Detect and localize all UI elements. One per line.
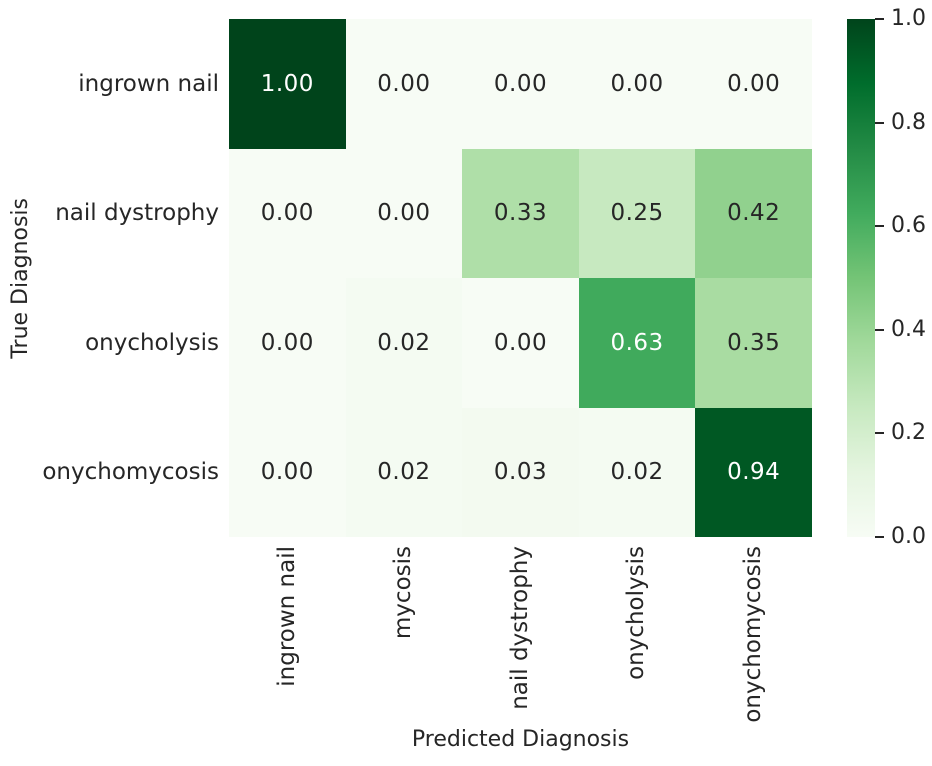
colorbar-tick-mark	[875, 18, 884, 20]
cell-value: 0.33	[493, 200, 548, 227]
colorbar-tick-mark	[875, 536, 884, 538]
x-tick-cell: nail dystrophy	[462, 546, 579, 724]
colorbar-tick-label: 0.0	[891, 524, 926, 549]
cell-value: 0.00	[377, 200, 431, 227]
cell-value: 0.00	[727, 70, 781, 97]
y-tick-label: nail dystrophy	[55, 200, 219, 227]
heatmap-cell: 0.00	[345, 148, 463, 278]
heatmap-cell: 0.00	[695, 19, 812, 149]
x-tick-cell: mycosis	[346, 546, 463, 724]
heatmap-cell: 0.00	[462, 278, 579, 408]
cell-value: 0.00	[493, 70, 548, 97]
heatmap-cell: 0.35	[695, 278, 812, 408]
heatmap-cell: 0.33	[462, 148, 579, 278]
heatmap-cell: 0.03	[462, 407, 579, 537]
heatmap-cell: 0.63	[578, 278, 696, 408]
x-tick-label: onycholysis	[623, 546, 650, 680]
cell-value: 0.02	[377, 329, 431, 356]
heatmap-cell: 1.00	[229, 19, 346, 149]
colorbar-tick-mark	[875, 432, 884, 435]
heatmap-cell: 0.00	[229, 278, 346, 408]
x-tick-cell: ingrown nail	[229, 546, 346, 724]
x-tick-cell: onycholysis	[579, 546, 696, 724]
x-tick-label: ingrown nail	[273, 546, 300, 687]
cell-value: 0.00	[610, 70, 664, 97]
heatmap-cell: 0.00	[578, 19, 696, 149]
colorbar-tick-label: 1.0	[891, 6, 926, 31]
heatmap-cell: 0.00	[229, 148, 346, 278]
colorbar-tick-label: 0.8	[891, 109, 926, 135]
cell-value: 0.35	[727, 329, 781, 356]
colorbar-tick-label: 0.2	[891, 420, 926, 446]
colorbar-tick-label: 0.4	[891, 316, 926, 342]
heatmap-cell: 0.42	[695, 148, 812, 278]
x-axis-title: Predicted Diagnosis	[411, 727, 630, 752]
cell-value: 0.03	[493, 459, 548, 486]
cell-value: 0.00	[493, 329, 548, 356]
heatmap-cell: 0.94	[695, 407, 812, 537]
heatmap-cell: 0.02	[345, 278, 463, 408]
heatmap-cell: 0.00	[229, 407, 346, 537]
cell-value: 0.94	[727, 459, 781, 486]
x-tick-cell: onychomycosis	[695, 546, 812, 724]
x-tick-label: nail dystrophy	[506, 546, 533, 710]
cell-value: 1.00	[260, 70, 314, 97]
y-axis-tick-labels: ingrown nail nail dystrophy onycholysis ony…	[0, 19, 219, 537]
cell-value: 0.00	[260, 459, 314, 486]
heatmap-cell: 0.00	[462, 19, 579, 149]
colorbar-tick-label: 0.6	[891, 213, 926, 239]
colorbar	[847, 19, 875, 537]
heatmap-cell: 0.25	[578, 148, 696, 278]
cell-value: 0.02	[377, 459, 431, 486]
cell-value: 0.25	[610, 200, 664, 227]
y-tick-label: ingrown nail	[78, 70, 219, 97]
heatmap-cell: 0.00	[345, 19, 463, 149]
x-tick-label: mycosis	[390, 546, 417, 640]
x-tick-label: onychomycosis	[740, 546, 767, 723]
cell-value: 0.42	[727, 200, 781, 227]
cell-value: 0.63	[610, 329, 664, 356]
cell-value: 0.00	[377, 70, 431, 97]
colorbar-tick-mark	[875, 328, 884, 331]
heatmap-cell: 0.02	[345, 407, 463, 537]
cell-value: 0.00	[260, 329, 314, 356]
cell-value: 0.02	[610, 459, 664, 486]
x-axis-tick-labels: ingrown nail mycosis nail dystrophy onychol…	[229, 546, 812, 724]
y-tick-label: onychomycosis	[42, 459, 219, 486]
heatmap-cell: 0.02	[578, 407, 696, 537]
cell-value: 0.00	[260, 200, 314, 227]
confusion-matrix-heatmap: 1.00 0.00 0.00 0.00 0.00 0.00 0.00 0.33 0.25 0.42…	[229, 19, 812, 537]
y-tick-label: onycholysis	[85, 329, 219, 356]
colorbar-tick-mark	[875, 225, 884, 228]
colorbar-tick-mark	[875, 121, 884, 124]
